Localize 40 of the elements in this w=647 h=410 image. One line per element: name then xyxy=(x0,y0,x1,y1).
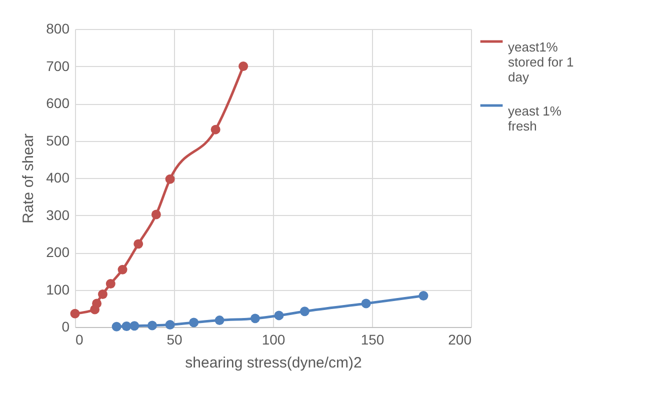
point xyxy=(147,320,157,330)
point xyxy=(130,321,140,331)
point xyxy=(274,310,284,320)
point xyxy=(151,210,161,220)
point xyxy=(214,316,224,326)
y-tick-label: 300 xyxy=(46,206,70,223)
x-tick-label: 0 xyxy=(76,332,84,348)
point xyxy=(238,62,248,71)
legend-label: yeast1% stored for 1 day xyxy=(508,40,574,84)
point xyxy=(418,290,428,300)
x-tick-label: 100 xyxy=(262,332,286,348)
y-tick-label: 800 xyxy=(46,20,70,36)
y-tick-label: 200 xyxy=(46,244,70,260)
point xyxy=(122,322,132,331)
y-tick-label: 0 xyxy=(62,318,70,334)
point xyxy=(118,264,128,274)
x-tick-label: 150 xyxy=(360,332,384,348)
y-tick-label: 700 xyxy=(46,58,70,74)
x-tick-label: 200 xyxy=(448,332,472,348)
point xyxy=(250,314,260,324)
point xyxy=(112,322,122,332)
point xyxy=(361,298,371,308)
point xyxy=(189,318,199,328)
y-tick-label: 100 xyxy=(46,281,70,298)
point xyxy=(210,124,220,134)
y-tick-label: 400 xyxy=(46,170,70,186)
x-tick-label: 50 xyxy=(166,332,182,348)
point xyxy=(70,308,80,318)
point xyxy=(165,174,175,184)
point xyxy=(98,289,108,299)
legend-label: yeast 1% fresh xyxy=(508,104,562,134)
x-axis-title: shearing stress(dyne/cm)2 xyxy=(185,354,362,372)
y-tick-label: 500 xyxy=(46,132,70,148)
point xyxy=(92,298,102,308)
y-axis-title: Rate of shear xyxy=(20,133,38,224)
point xyxy=(300,306,310,316)
y-tick-label: 600 xyxy=(46,95,70,111)
point xyxy=(134,239,144,249)
point xyxy=(106,279,116,289)
point xyxy=(165,320,175,330)
